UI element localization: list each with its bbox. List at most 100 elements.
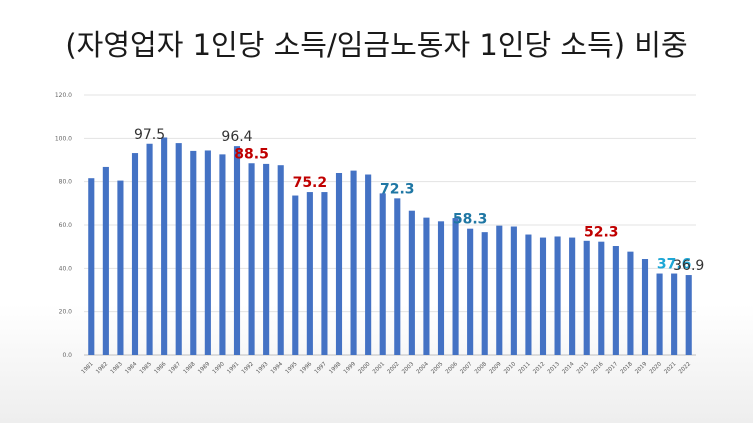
- bar: [569, 237, 576, 355]
- bar: [365, 174, 372, 355]
- x-tick-label: 2011: [518, 361, 532, 375]
- bar: [627, 251, 634, 355]
- bar: [423, 217, 430, 355]
- data-label: 37.6: [657, 257, 692, 273]
- bar: [496, 225, 503, 355]
- bar: [394, 198, 401, 355]
- bars: [88, 137, 692, 355]
- y-tick-label: 0.0: [62, 352, 72, 359]
- x-tick-label: 2016: [591, 361, 605, 375]
- x-tick-label: 1986: [153, 361, 167, 375]
- x-tick-label: 1984: [124, 361, 138, 375]
- x-tick-label: 2005: [430, 361, 444, 375]
- data-label: 75.2: [293, 175, 328, 191]
- bar: [175, 143, 182, 355]
- x-tick-label: 1985: [139, 361, 153, 375]
- y-tick-label: 120.0: [55, 92, 72, 99]
- x-tick-label: 2012: [532, 361, 546, 375]
- data-label: 58.3: [453, 212, 488, 228]
- x-tick-label: 2001: [372, 361, 386, 375]
- x-tick-label: 2014: [561, 361, 575, 375]
- x-tick-label: 2010: [503, 361, 517, 375]
- data-label: 72.3: [380, 181, 415, 197]
- bar: [583, 240, 590, 355]
- bar: [306, 192, 313, 355]
- x-tick-label: 1995: [285, 361, 299, 375]
- x-tick-label: 1990: [212, 361, 226, 375]
- x-tick-label: 2020: [649, 361, 663, 375]
- x-tick-label: 1994: [270, 361, 284, 375]
- x-tick-label: 2002: [387, 361, 401, 375]
- y-tick-label: 40.0: [59, 265, 73, 272]
- x-tick-label: 2017: [605, 361, 619, 375]
- bar: [117, 180, 124, 355]
- bar: [204, 150, 211, 355]
- bar: [335, 173, 343, 355]
- bar: [321, 192, 328, 355]
- x-tick-label: 1991: [226, 361, 240, 375]
- bar: [467, 228, 474, 355]
- bar: [641, 259, 649, 355]
- data-label: 36.9: [673, 258, 704, 274]
- bar: [481, 232, 488, 355]
- y-tick-label: 100.0: [55, 135, 72, 142]
- x-tick-label: 2018: [620, 361, 634, 375]
- bar: [598, 241, 605, 355]
- y-tick-label: 80.0: [59, 179, 73, 186]
- x-tick-label: 2019: [634, 361, 648, 375]
- x-tick-label: 2007: [459, 361, 473, 375]
- bar: [408, 210, 415, 355]
- bar: [190, 150, 197, 355]
- bar: [233, 146, 241, 355]
- x-tick-label: 2003: [401, 361, 415, 375]
- y-tick-label: 60.0: [59, 222, 73, 229]
- bar: [102, 166, 109, 355]
- chart-title: (자영업자 1인당 소득/임금노동자 1인당 소득) 비중: [65, 28, 688, 62]
- bar: [656, 273, 663, 355]
- bar: [437, 221, 445, 355]
- x-tick-label: 2008: [474, 361, 488, 375]
- bar: [510, 226, 517, 355]
- bar: [161, 137, 168, 355]
- bar: [263, 163, 270, 355]
- bar: [146, 143, 153, 355]
- x-tick-label: 1998: [328, 361, 342, 375]
- x-tick-label: 1982: [95, 361, 109, 375]
- bar: [379, 193, 386, 355]
- x-tick-label: 1981: [81, 361, 95, 375]
- data-label: 97.5: [134, 127, 165, 143]
- bar: [554, 236, 561, 355]
- y-tick-label: 20.0: [59, 309, 73, 316]
- x-tick-label: 2000: [357, 361, 371, 375]
- x-tick-label: 2004: [416, 361, 430, 375]
- grid-lines: [84, 94, 696, 356]
- x-tick-label: 1983: [110, 361, 124, 375]
- x-tick-label: 1989: [197, 361, 211, 375]
- x-tick-label: 2006: [445, 361, 459, 375]
- x-tick-label: 2022: [678, 361, 692, 375]
- bar: [88, 178, 95, 355]
- bar: [219, 154, 226, 355]
- data-label: 96.4: [221, 129, 252, 145]
- bar: [248, 163, 255, 355]
- bar: [131, 153, 139, 355]
- bar: [539, 237, 547, 355]
- bar: [671, 273, 678, 355]
- bar: [350, 170, 357, 355]
- x-tick-label: 1988: [183, 361, 197, 375]
- bar: [525, 234, 532, 355]
- bar: [612, 246, 619, 355]
- bar: [277, 165, 284, 355]
- data-label: 52.3: [584, 225, 619, 241]
- data-labels: 97.5 96.488.5 75.2 72.3 58.3 52.3 37.636.9: [134, 127, 704, 274]
- x-tick-label: 1993: [255, 361, 269, 375]
- x-tick-label: 2009: [489, 361, 503, 375]
- y-axis-ticks: 0.0 20.0 40.0 60.0 80.0 100.0 120.0: [55, 92, 72, 359]
- x-tick-label: 1997: [314, 361, 328, 375]
- data-label: 88.5: [234, 146, 269, 162]
- x-axis-ticks: 1981 1982 1983 1984 1985 1986 1987 1988 1989 1990…: [81, 361, 693, 375]
- x-tick-label: 1999: [343, 361, 357, 375]
- bar: [292, 195, 299, 355]
- x-tick-label: 2015: [576, 361, 590, 375]
